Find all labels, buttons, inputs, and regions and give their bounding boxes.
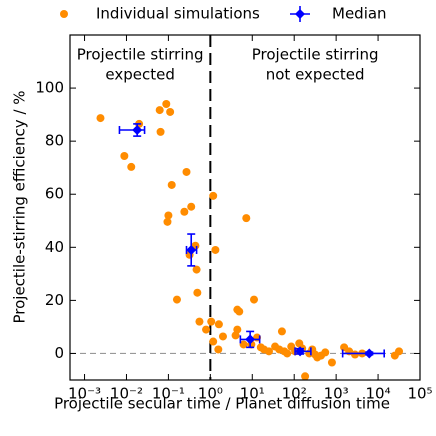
point [239,340,248,349]
point [127,162,136,171]
point [250,295,259,304]
point [182,167,191,176]
point [163,217,172,226]
y-axis-label: Projectile-stirring efficiency / % [11,90,29,323]
point [209,337,218,346]
plot-frame [69,34,421,381]
point [180,207,189,216]
point [207,317,216,326]
annotation: Projectile stirring [252,46,379,64]
y-tick-label: 20 [45,291,64,309]
point [156,127,165,136]
point [167,180,176,189]
y-tick-label: 100 [35,79,64,97]
median-marker [364,348,375,359]
point [195,317,204,326]
point [214,320,223,329]
point [301,372,310,381]
x-tick-label: 10⁻³ [68,385,101,403]
point [283,349,292,358]
point [96,114,105,123]
x-tick-label: 10⁴ [366,385,391,403]
point [162,100,171,108]
x-tick-label: 10⁻¹ [152,385,185,403]
point [214,345,223,354]
point [233,325,242,334]
legend-marker [60,10,68,18]
x-axis-label: Projectile secular time / Planet diffusi… [54,395,390,413]
annotation: not expected [266,66,365,84]
point [277,327,286,336]
x-tick-label: 10¹ [240,385,265,403]
legend-label: Individual simulations [96,5,260,23]
point [120,152,129,161]
point [187,202,196,211]
y-tick-label: 0 [54,344,64,362]
legend-marker [295,9,305,19]
point [193,288,202,297]
point [166,107,175,116]
x-tick-label: 10⁻² [110,385,143,403]
point [235,307,244,316]
x-tick-label: 10⁵ [407,385,432,403]
point [218,332,227,341]
point [202,325,211,334]
point [264,347,273,356]
point [351,350,360,359]
annotation: expected [105,66,174,84]
median-marker [186,244,197,255]
median-marker [132,125,143,136]
y-tick-label: 40 [45,238,64,256]
point [172,295,181,304]
legend-label: Median [332,5,387,23]
y-tick-label: 80 [45,132,64,150]
median-marker [295,346,306,357]
point [192,265,201,274]
median-marker [245,334,256,345]
point [209,191,218,200]
x-tick-label: 10² [282,385,307,403]
x-tick-label: 10⁰ [198,385,223,403]
point [321,348,330,357]
point [327,358,336,367]
x-tick-label: 10³ [324,385,349,403]
point [242,214,251,223]
annotation: Projectile stirring [77,46,204,64]
point [155,106,164,115]
y-tick-label: 60 [45,185,64,203]
point [211,245,220,254]
point [395,347,404,356]
point [164,211,173,220]
